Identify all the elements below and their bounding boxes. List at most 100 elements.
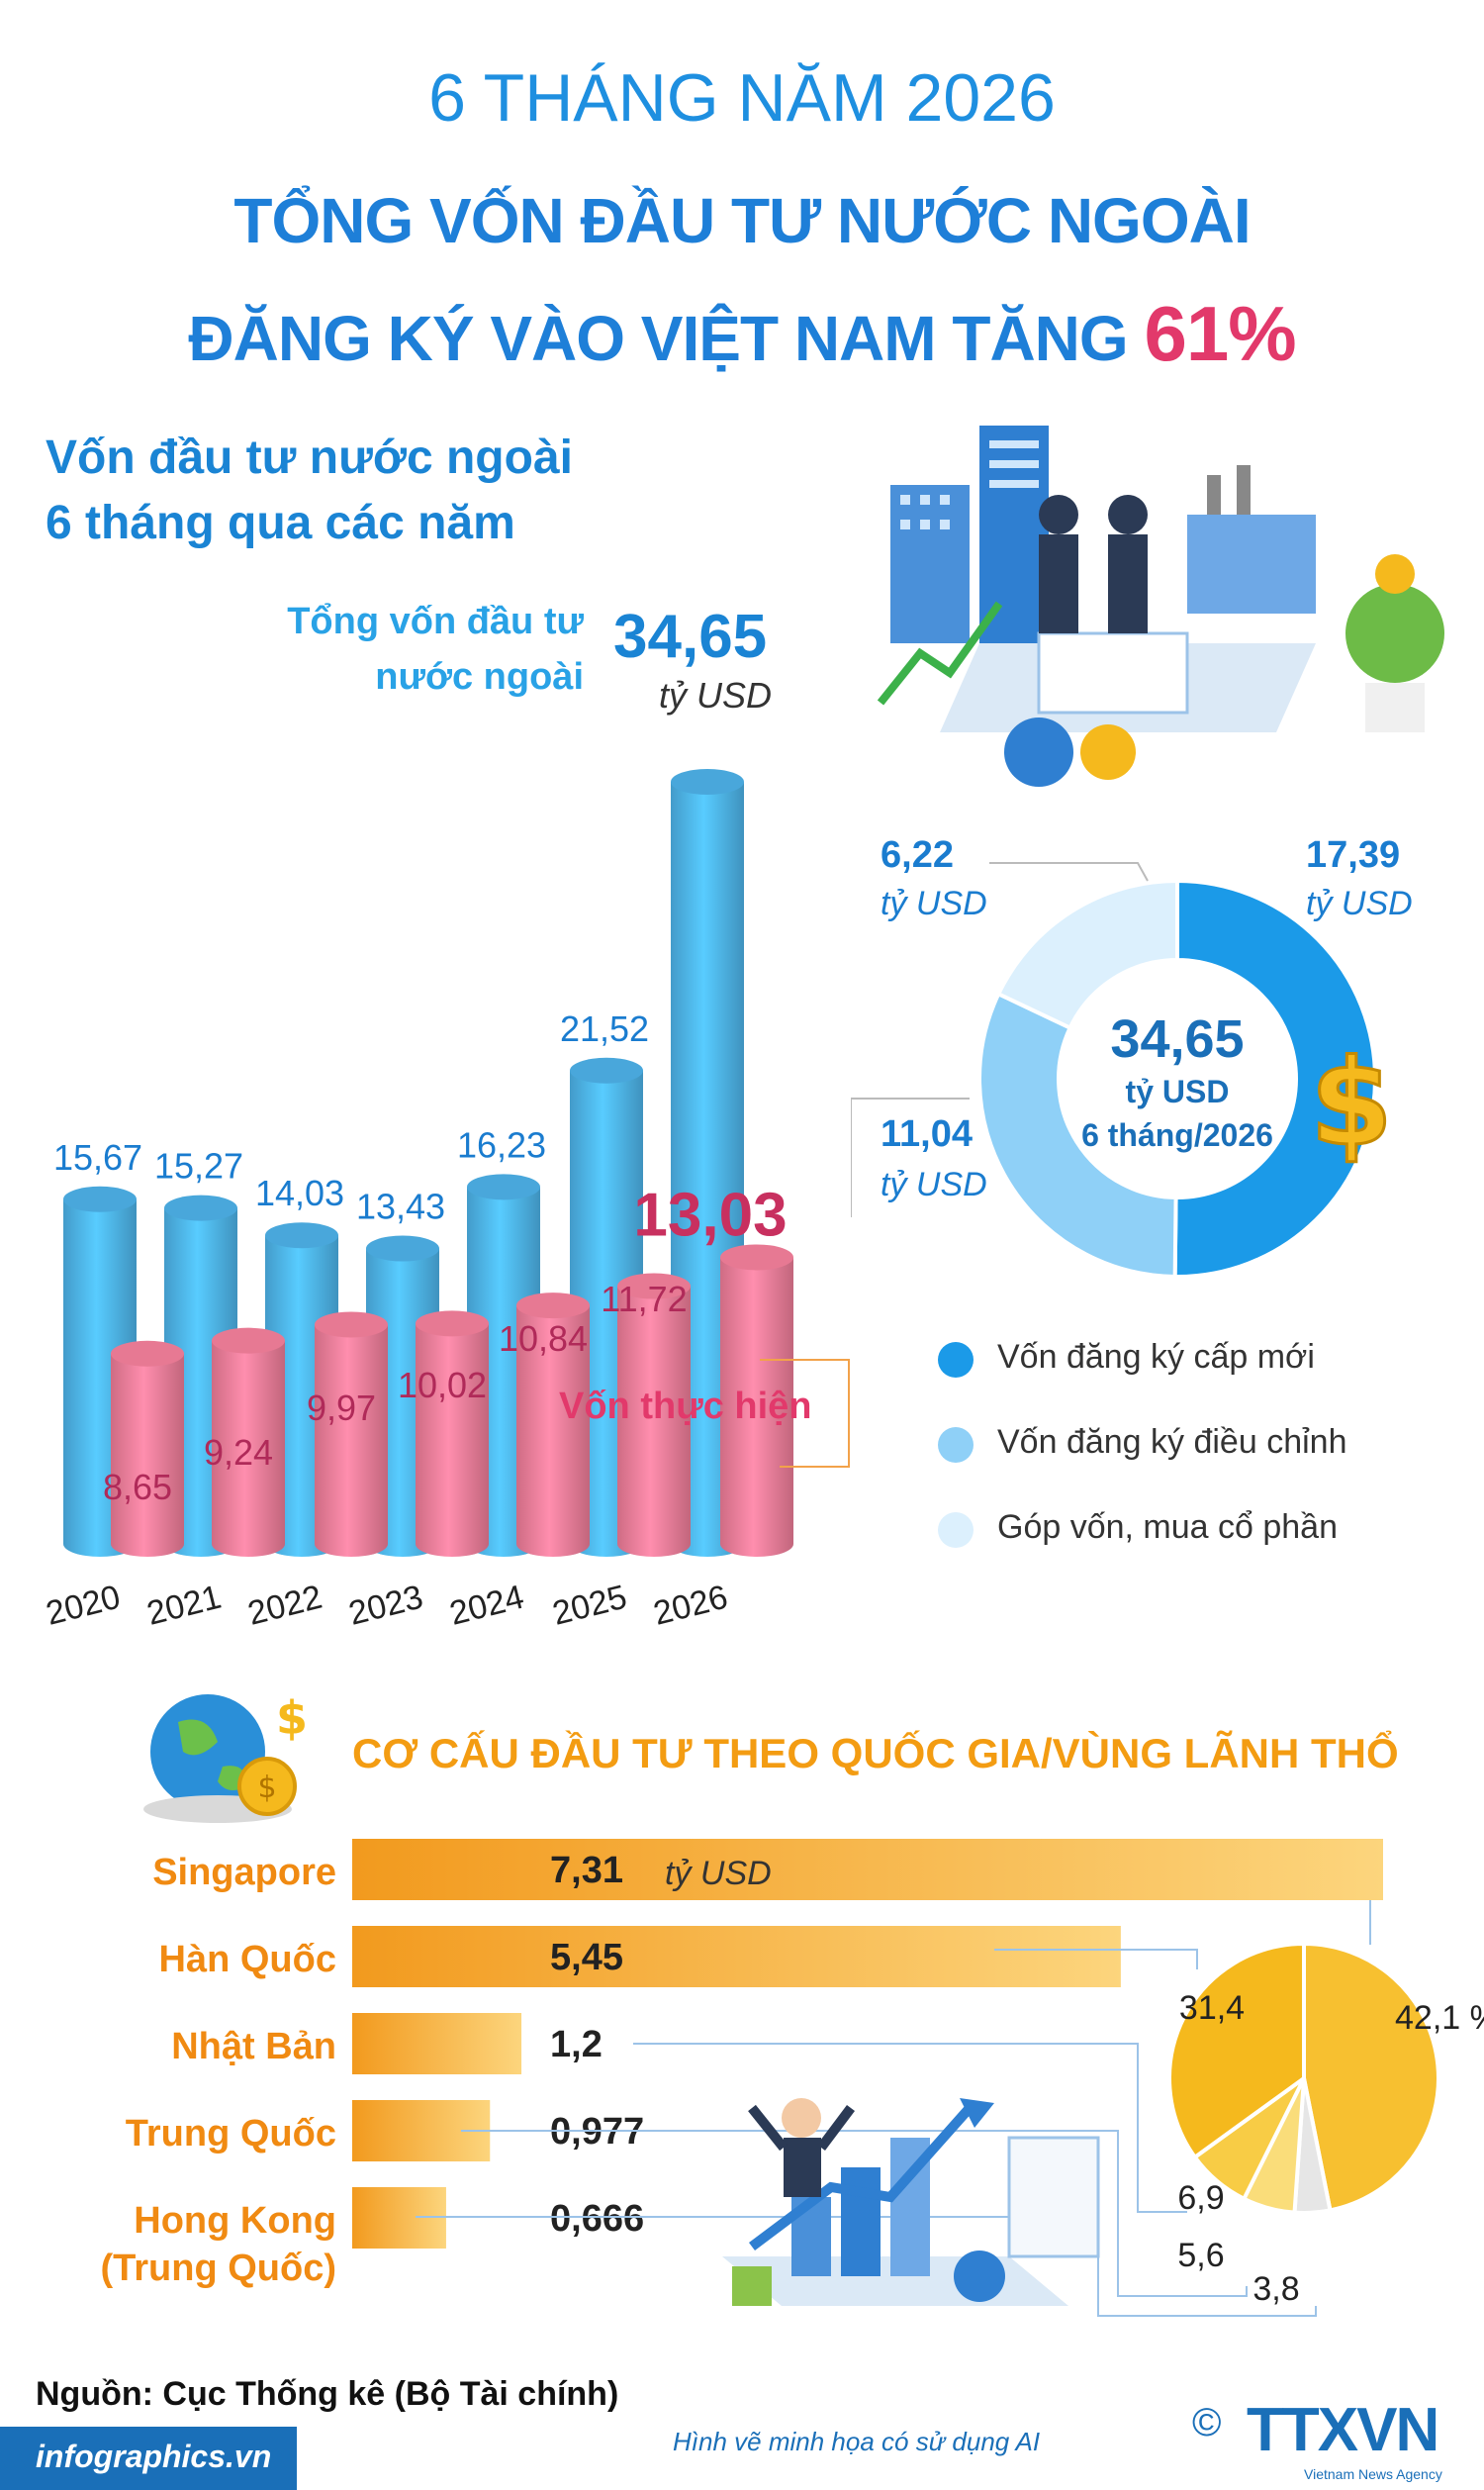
country-pie-slice-1 <box>1167 1941 1306 2160</box>
country-bar-0 <box>352 1839 1383 1900</box>
realized-bar-2021 <box>212 1327 285 1557</box>
country-korea: Hàn Quốc <box>158 1939 336 1980</box>
realized-value-label-2023: 10,02 <box>398 1365 487 1405</box>
realized-bar-2023 <box>416 1310 489 1557</box>
country-value-0: 7,31 <box>550 1850 623 1891</box>
country-pie-label-2: 6,9 <box>1177 2179 1224 2217</box>
year-label-2020: 2020 <box>43 1579 125 1633</box>
total-value-label-2024: 16,23 <box>457 1124 546 1165</box>
globe-coins-icon: $ $ <box>143 1691 308 1823</box>
donut-center-value: 34,65 <box>1110 1009 1244 1069</box>
realized-bar-2026 <box>720 1244 793 1557</box>
section1-title: Vốn đầu tư nước ngoài 6 tháng qua các nă… <box>46 426 573 556</box>
country-hongkong: Hong Kong (Trung Quốc) <box>20 2197 336 2292</box>
legend-dot-new <box>938 1342 974 1378</box>
ai-note: Hình vẽ minh họa có sử dụng AI <box>673 2427 1041 2456</box>
total-value-label-2022: 14,03 <box>255 1173 344 1213</box>
country-china: Trung Quốc <box>125 2113 336 2155</box>
realized-bar-2020 <box>111 1340 184 1557</box>
total-value-label-2025: 21,52 <box>560 1008 649 1049</box>
year-label-2022: 2022 <box>244 1579 326 1633</box>
site-band <box>0 2427 297 2490</box>
source-note: Nguồn: Cục Thống kê (Bộ Tài chính) <box>36 2375 619 2413</box>
realized-bracket <box>760 1359 850 1468</box>
section1-title-line2: 6 tháng qua các năm <box>46 497 515 549</box>
realized-value-label-2025: 11,72 <box>601 1279 687 1319</box>
country-hongkong-line2: (Trung Quốc) <box>100 2248 336 2289</box>
year-label-2024: 2024 <box>446 1579 528 1633</box>
donut-slice-0 <box>1172 878 1378 1279</box>
copyright-icon: © <box>1192 2401 1222 2444</box>
legend-new: Vốn đăng ký cấp mới <box>997 1338 1315 1376</box>
realized-value-label-2022: 9,97 <box>307 1388 376 1428</box>
donut-label-1: 11,04 <box>881 1113 973 1155</box>
total-value-label-2020: 15,67 <box>53 1137 142 1178</box>
donut-center-period: 6 tháng/2026 <box>1081 1117 1273 1153</box>
country-value-1: 5,45 <box>550 1937 623 1978</box>
ttxvn-logo-sub: Vietnam News Agency <box>1304 2466 1442 2482</box>
country-structure-title: CƠ CẤU ĐẦU TƯ THEO QUỐC GIA/VÙNG LÃNH TH… <box>352 1730 1399 1776</box>
growth-highlight: 61% <box>1144 290 1296 377</box>
donut-legend: Vốn đăng ký cấp mới Vốn đăng ký điều chỉ… <box>938 1338 1452 1585</box>
total-value-label-2021: 15,27 <box>154 1146 243 1187</box>
year-label-2023: 2023 <box>345 1579 427 1633</box>
total-capital-unit: tỷ USD <box>659 675 773 716</box>
country-pie-label-4: 3,8 <box>1252 2270 1299 2308</box>
donut-unit-1: tỷ USD <box>881 1166 987 1203</box>
bar-unit: tỷ USD <box>665 1855 772 1892</box>
country-value-4: 0,666 <box>550 2198 644 2240</box>
total-capital-label: Tổng vốn đầu tư nước ngoài <box>218 594 584 705</box>
country-pie-label-3: 5,6 <box>1177 2237 1224 2274</box>
realized-bar-2024 <box>516 1293 590 1557</box>
country-pie-label-0: 42,1 % <box>1395 1999 1484 2037</box>
donut-label-2: 6,22 <box>881 834 954 876</box>
total-label-line1: Tổng vốn đầu tư <box>287 601 584 642</box>
ttxvn-logo: TTXVN <box>1247 2396 1439 2464</box>
cylinder-bar-chart: 15,67 15,27 14,03 13,43 16,23 21,52 8,65 9,24 9,… <box>43 769 793 1633</box>
donut-chart: 34,65 tỷ USD 6 tháng/2026 $17,39 tỷ USD 11,04… <box>851 834 1413 1280</box>
legend-shares: Góp vốn, mua cổ phần <box>997 1508 1339 1546</box>
svg-text:$: $ <box>276 1691 308 1745</box>
site-link[interactable]: infographics.vn <box>36 2439 272 2474</box>
country-value-2: 1,2 <box>550 2024 603 2065</box>
country-pie-label-1: 31,4 <box>1179 1989 1245 2027</box>
total-capital-value: 34,65 <box>613 603 768 671</box>
header-year: 6 THÁNG NĂM 2026 <box>428 60 1056 136</box>
realized-bar-2025 <box>617 1273 691 1557</box>
country-bar-2 <box>352 2013 522 2074</box>
realized-value-label-2024: 10,84 <box>499 1318 588 1359</box>
business-illustration <box>877 426 1444 787</box>
country-pie-slice-0 <box>1302 1941 1440 2213</box>
realized-value-label-2021: 9,24 <box>204 1432 273 1473</box>
total-value-label-2023: 13,43 <box>356 1187 445 1227</box>
section1-title-line1: Vốn đầu tư nước ngoài <box>46 431 573 484</box>
donut-slice-1 <box>977 991 1178 1280</box>
dollar-icon: $ <box>1310 1035 1393 1173</box>
growth-illustration <box>722 2098 1100 2306</box>
realized-bar-2022 <box>315 1311 388 1557</box>
realized-value-label-2020: 8,65 <box>103 1467 172 1507</box>
country-hongkong-line1: Hong Kong <box>134 2200 336 2242</box>
year-label-2021: 2021 <box>143 1579 226 1633</box>
svg-text:$: $ <box>257 1771 276 1805</box>
header-title-text: ĐĂNG KÝ VÀO VIỆT NAM TĂNG <box>188 303 1128 374</box>
country-japan: Nhật Bản <box>171 2026 336 2067</box>
legend-adjusted: Vốn đăng ký điều chỉnh <box>997 1423 1347 1461</box>
connector-2 <box>633 2043 1187 2213</box>
connector-1 <box>994 1949 1198 1969</box>
realized-label: Vốn thực hiện <box>559 1386 812 1427</box>
year-label-2025: 2025 <box>549 1579 631 1633</box>
donut-label-0: 17,39 <box>1306 834 1400 876</box>
country-bar-1 <box>352 1926 1121 1987</box>
country-singapore: Singapore <box>152 1852 336 1893</box>
donut-center-unit: tỷ USD <box>1126 1074 1230 1109</box>
connector-3 <box>461 2130 1248 2297</box>
donut-slice-2 <box>995 878 1179 1031</box>
legend-dot-adjusted <box>938 1427 974 1463</box>
donut-unit-0: tỷ USD <box>1306 885 1413 922</box>
realized-value-label-2026: 13,03 <box>633 1181 787 1249</box>
leader-line-adjusted <box>851 1098 970 1217</box>
donut-unit-2: tỷ USD <box>881 885 987 922</box>
